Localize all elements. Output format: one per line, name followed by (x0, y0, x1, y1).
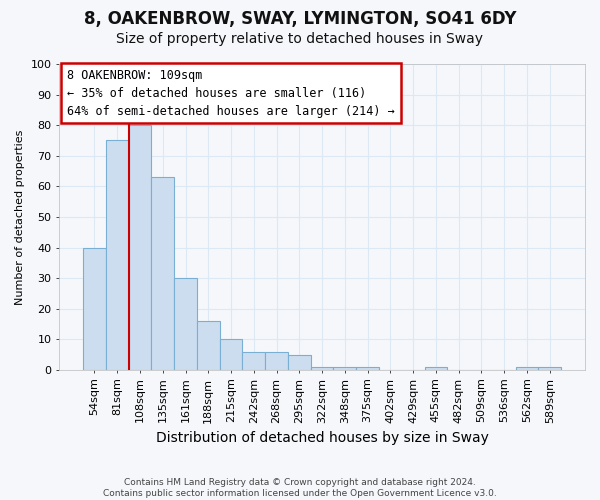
Bar (151, 177, 174, 370)
Bar (538, 367, 561, 370)
Text: 8 OAKENBROW: 109sqm
← 35% of detached houses are smaller (116)
64% of semi-detac: 8 OAKENBROW: 109sqm ← 35% of detached ho… (67, 68, 395, 117)
Bar (83, 248, 106, 370)
Bar (174, 278, 197, 370)
Bar (334, 367, 356, 370)
Bar (356, 367, 379, 370)
Bar (106, 140, 128, 370)
Bar (265, 352, 288, 370)
Text: 8, OAKENBROW, SWAY, LYMINGTON, SO41 6DY: 8, OAKENBROW, SWAY, LYMINGTON, SO41 6DY (84, 10, 516, 28)
Bar (197, 321, 220, 370)
Bar (515, 367, 538, 370)
X-axis label: Distribution of detached houses by size in Sway: Distribution of detached houses by size … (155, 431, 488, 445)
Bar (288, 354, 311, 370)
Y-axis label: Number of detached properties: Number of detached properties (15, 130, 25, 304)
Text: Contains HM Land Registry data © Crown copyright and database right 2024.
Contai: Contains HM Land Registry data © Crown c… (103, 478, 497, 498)
Bar (311, 367, 334, 370)
Text: Size of property relative to detached houses in Sway: Size of property relative to detached ho… (116, 32, 484, 46)
Bar (128, 125, 151, 370)
Bar (425, 367, 447, 370)
Bar (242, 352, 265, 370)
Bar (220, 340, 242, 370)
